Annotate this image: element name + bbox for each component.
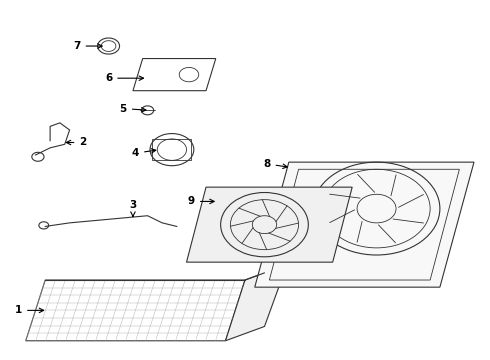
Polygon shape xyxy=(225,273,284,341)
Text: 5: 5 xyxy=(120,104,146,113)
Text: 4: 4 xyxy=(132,148,156,158)
Text: 9: 9 xyxy=(188,197,214,206)
Text: 8: 8 xyxy=(263,159,287,169)
Polygon shape xyxy=(187,187,352,262)
Text: 6: 6 xyxy=(105,73,144,83)
Text: 7: 7 xyxy=(73,41,102,51)
Polygon shape xyxy=(255,162,474,287)
Text: 2: 2 xyxy=(66,138,87,148)
Text: 1: 1 xyxy=(15,305,44,315)
Text: 3: 3 xyxy=(129,200,137,216)
